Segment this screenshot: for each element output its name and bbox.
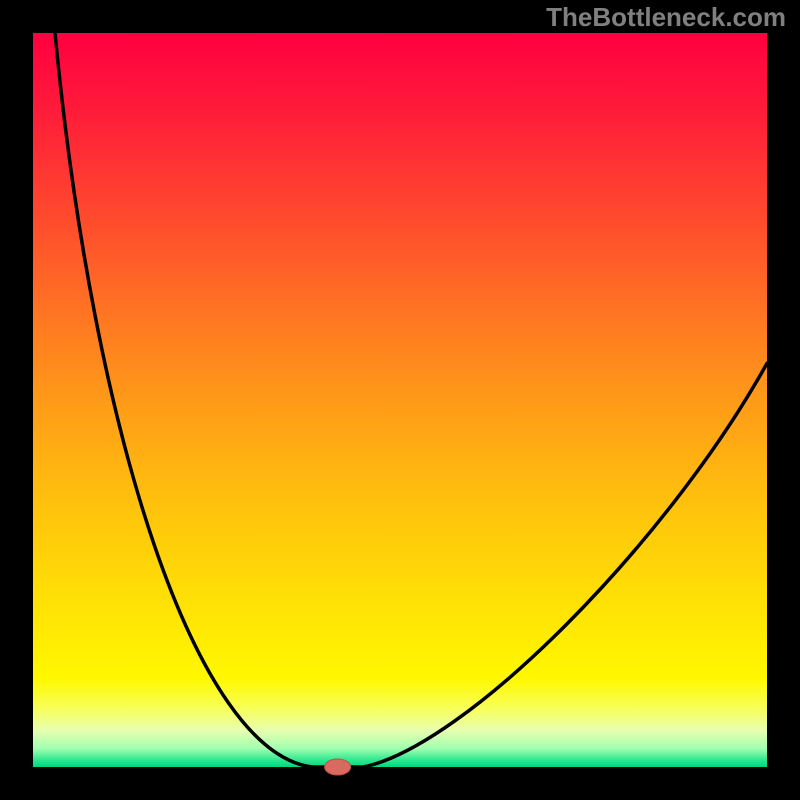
optimal-point-marker <box>325 759 351 775</box>
gradient-background <box>33 33 767 767</box>
chart-svg <box>0 0 800 800</box>
chart-stage: TheBottleneck.com <box>0 0 800 800</box>
watermark-text: TheBottleneck.com <box>546 2 786 33</box>
